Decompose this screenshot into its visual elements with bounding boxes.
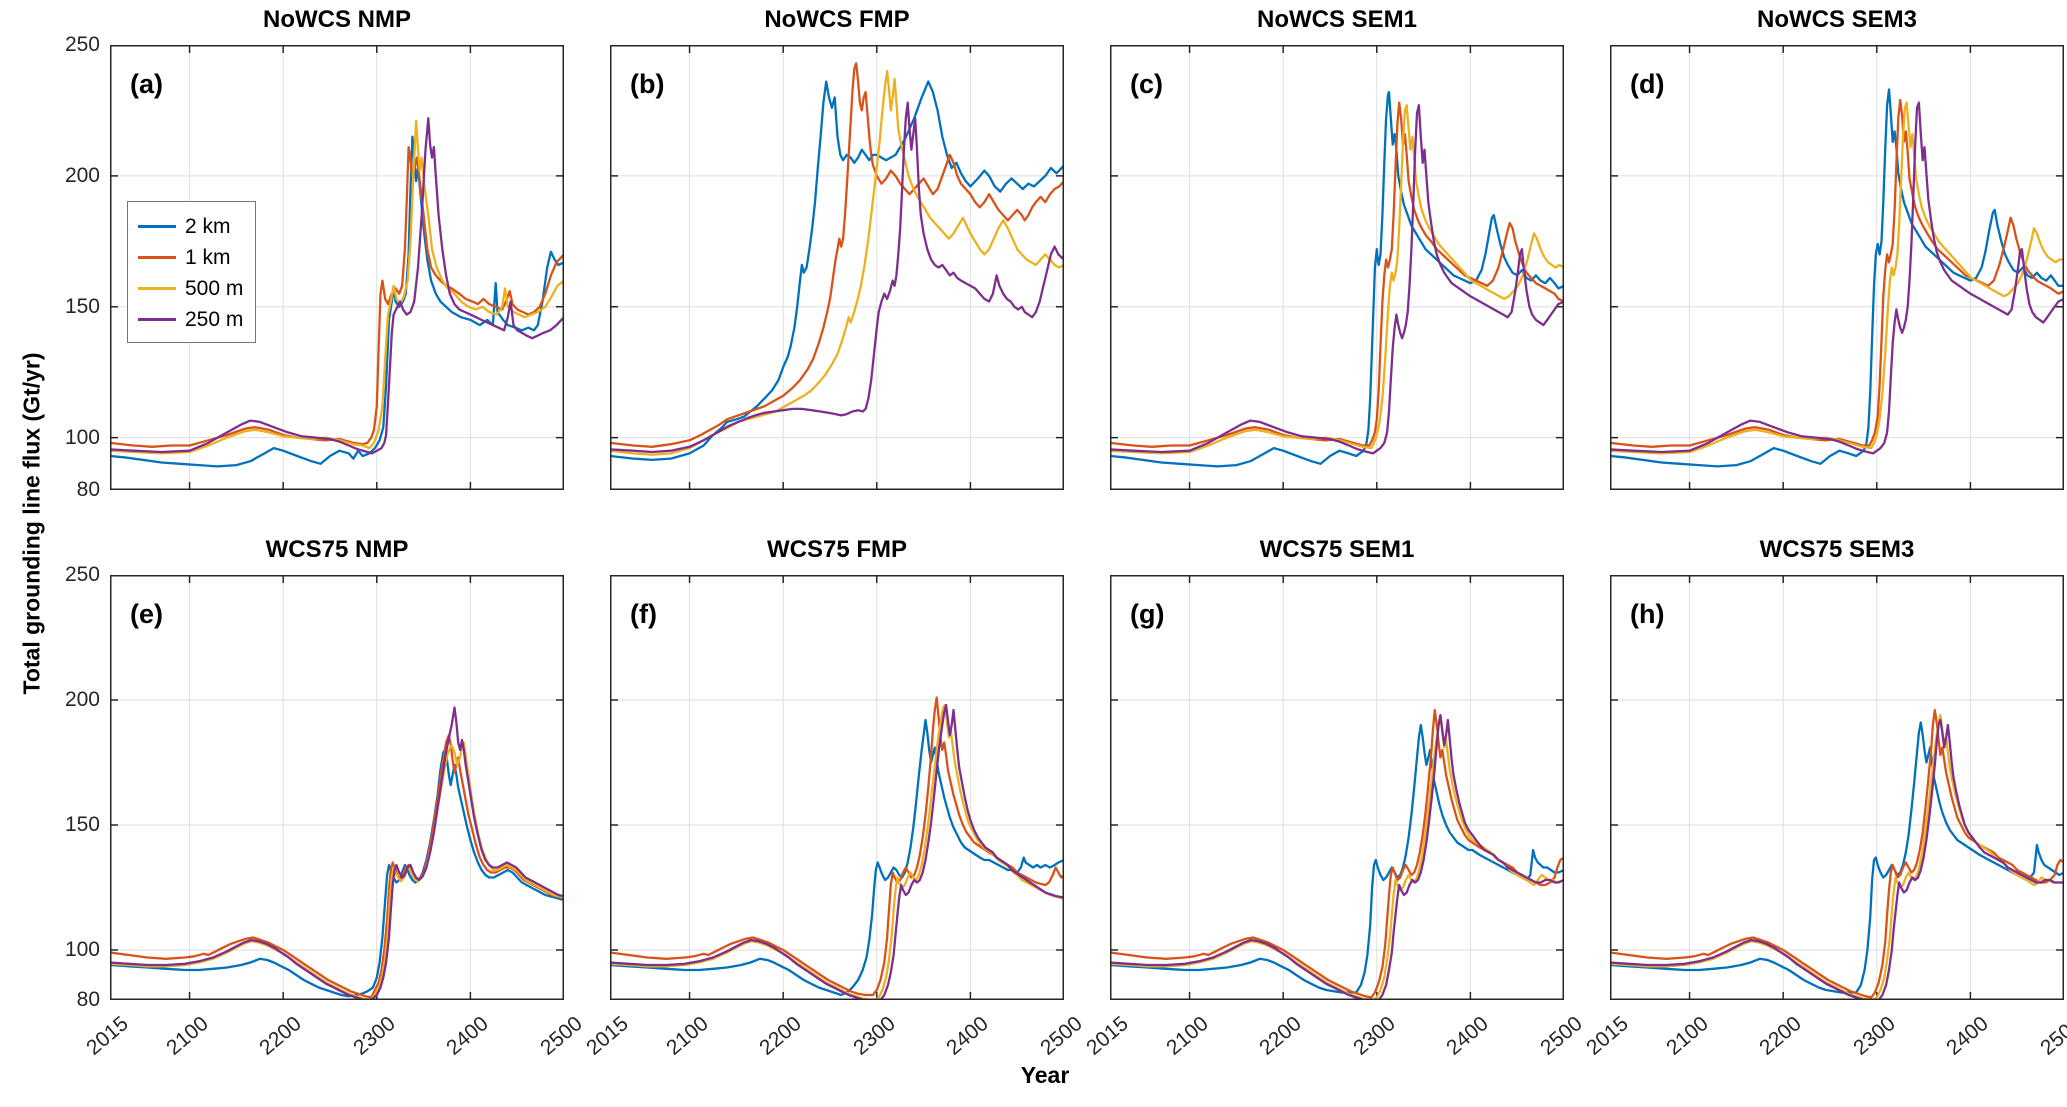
ytick-label-250: 250 (64, 33, 100, 56)
xtick-label-2500: 2500 (536, 1012, 587, 1060)
panel-letter-a: (a) (130, 69, 163, 99)
series-line-2km-d (1610, 88, 2064, 468)
xtick-label-2200: 2200 (755, 1012, 806, 1060)
legend-label: 500 m (185, 276, 244, 300)
legend-line-swatch (138, 255, 176, 260)
series-line-250m-a (110, 117, 564, 455)
xtick-label-2015: 2015 (1582, 1012, 1633, 1060)
xtick-label-2100: 2100 (161, 1012, 213, 1060)
series-line-1km-b (610, 62, 1064, 448)
xtick-label-2200: 2200 (1255, 1012, 1306, 1060)
panel-title-a: NoWCS NMP (263, 6, 411, 33)
x-axis-label: Year (1020, 1062, 1070, 1088)
panel-letter-h: (h) (1630, 599, 1664, 629)
xtick-label-2400: 2400 (1942, 1012, 1994, 1060)
series-line-500m-b (610, 70, 1064, 456)
panel-title-h: WCS75 SEM3 (1759, 536, 1915, 563)
plot-area-g: (g) (1110, 575, 1564, 1000)
xtick-label-2300: 2300 (848, 1012, 900, 1060)
panel-letter-g: (g) (1130, 599, 1164, 629)
ytick-label-150: 150 (64, 813, 100, 836)
ytick-label-80: 80 (76, 988, 100, 1011)
plot-area-d: (d) (1610, 45, 2064, 490)
legend-item-250m: 250 m (138, 304, 243, 335)
xtick-label-2015: 2015 (82, 1012, 133, 1060)
series-line-500m-a (110, 119, 564, 455)
legend-label: 250 m (185, 307, 244, 331)
ytick-label-200: 200 (64, 163, 100, 187)
panel-title-b: NoWCS FMP (764, 6, 910, 33)
series-line-2km-e (110, 748, 564, 998)
xtick-label-2400: 2400 (442, 1012, 494, 1060)
panel-title-c: NoWCS SEM1 (1256, 6, 1417, 33)
xtick-label-2015: 2015 (582, 1012, 633, 1060)
panel-title-g: WCS75 SEM1 (1259, 536, 1415, 563)
xtick-label-2100: 2100 (1161, 1012, 1213, 1060)
legend-line-swatch (138, 224, 176, 229)
panel-letter-f: (f) (630, 599, 657, 629)
xtick-label-2300: 2300 (348, 1012, 400, 1060)
plot-area-b: (b) (610, 45, 1064, 490)
ytick-label-200: 200 (64, 688, 100, 711)
series-line-250m-g (1110, 713, 1564, 1000)
xtick-label-2400: 2400 (1442, 1012, 1494, 1060)
legend-item-2km: 2 km (138, 211, 243, 242)
ytick-label-80: 80 (76, 478, 100, 501)
legend-label: 2 km (185, 214, 231, 238)
legend-line-swatch (138, 317, 176, 322)
plot-area-h: (h) (1610, 575, 2064, 1000)
ytick-label-250: 250 (64, 563, 100, 586)
legend-item-1km: 1 km (138, 242, 243, 273)
legend-label: 1 km (185, 245, 231, 269)
legend-line-swatch (138, 286, 176, 291)
xtick-label-2015: 2015 (1082, 1012, 1133, 1060)
y-axis-label: Total grounding line flux (Gt/yr) (18, 352, 45, 695)
panel-title-e: WCS75 NMP (265, 536, 409, 563)
panel-letter-e: (e) (130, 599, 163, 629)
series-line-250m-h (1610, 718, 2064, 1000)
xtick-label-2200: 2200 (1755, 1012, 1806, 1060)
plot-area-e: (e) (110, 575, 564, 1000)
series-line-1km-e (110, 733, 564, 999)
xtick-label-2200: 2200 (255, 1012, 306, 1060)
ytick-label-150: 150 (64, 294, 100, 318)
ytick-label-100: 100 (64, 938, 100, 961)
panel-letter-b: (b) (630, 69, 664, 99)
xtick-label-2300: 2300 (1348, 1012, 1400, 1060)
panel-title-f: WCS75 FMP (766, 536, 907, 563)
ytick-label-100: 100 (64, 425, 100, 449)
panel-letter-c: (c) (1130, 69, 1163, 99)
legend-item-500m: 500 m (138, 273, 243, 304)
panel-title-d: NoWCS SEM3 (1756, 6, 1917, 33)
xtick-label-2500: 2500 (1536, 1012, 1587, 1060)
series-line-250m-b (610, 101, 1064, 454)
xtick-label-2100: 2100 (661, 1012, 713, 1060)
panel-letter-d: (d) (1630, 69, 1664, 99)
series-line-2km-f (610, 718, 1064, 997)
xtick-label-2100: 2100 (1661, 1012, 1713, 1060)
plot-area-f: (f) (610, 575, 1064, 1000)
series-line-250m-c (1110, 104, 1564, 455)
series-line-250m-e (110, 706, 564, 1000)
xtick-label-2500: 2500 (2036, 1012, 2067, 1060)
series-line-250m-f (610, 703, 1064, 1000)
series-line-250m-d (1610, 101, 2064, 455)
xtick-label-2400: 2400 (942, 1012, 994, 1060)
legend: 2 km 1 km 500 m 250 m (127, 201, 257, 343)
xtick-label-2300: 2300 (1848, 1012, 1900, 1060)
series-line-1km-h (1610, 708, 2064, 999)
plot-area-a: (a) (110, 45, 564, 490)
xtick-label-2500: 2500 (1036, 1012, 1087, 1060)
plot-area-c: (c) (1110, 45, 1564, 490)
